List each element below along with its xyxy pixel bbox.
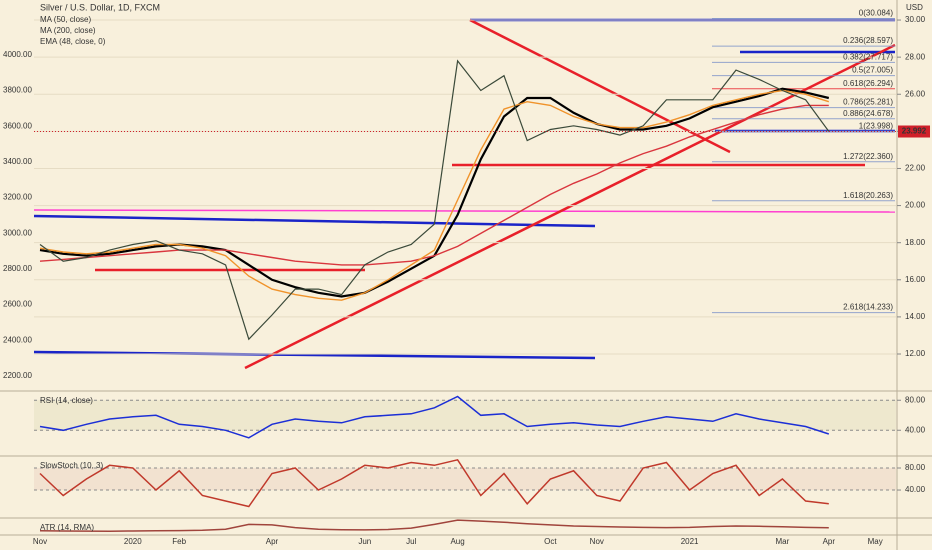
x-tick-label: 2021 xyxy=(681,537,699,546)
y-tick-label: 16.00 xyxy=(905,275,926,284)
price-line xyxy=(39,519,829,532)
fib-label: 0.5(27.005) xyxy=(852,66,893,75)
fib-label: 1(23.998) xyxy=(859,122,894,131)
trend-line xyxy=(33,214,596,228)
legend-entry: MA (50, close) xyxy=(40,15,91,24)
y2-tick-label: 3800.00 xyxy=(3,86,32,95)
fib-label: 0.382(27.717) xyxy=(843,53,893,62)
fib-label: 1.272(22.360) xyxy=(843,152,893,161)
fib-label: 0.236(28.597) xyxy=(843,36,893,45)
y2-tick-label: 3400.00 xyxy=(3,157,32,166)
x-tick-label: Nov xyxy=(590,537,604,546)
y2-tick-label: 2800.00 xyxy=(3,264,32,273)
price-line xyxy=(39,395,830,439)
fib-label: 2.618(14.233) xyxy=(843,303,893,312)
y2-tick-label: 3600.00 xyxy=(3,121,32,130)
fib-label: 0.886(24.678) xyxy=(843,109,893,118)
price-tag-label: 23.992 xyxy=(902,127,927,136)
x-tick-label: Feb xyxy=(172,537,186,546)
y-tick-label: 40.00 xyxy=(905,425,926,434)
x-tick-label: Nov xyxy=(33,537,47,546)
panel-title: RSI (14, close) xyxy=(40,396,93,405)
y-tick-label: 40.00 xyxy=(905,485,926,494)
y2-tick-label: 3000.00 xyxy=(3,228,32,237)
fib-label: 0.618(26.294) xyxy=(843,79,893,88)
y-tick-label: 22.00 xyxy=(905,164,926,173)
unit-label: USD xyxy=(906,3,923,12)
fib-label: 1.618(20.263) xyxy=(843,191,893,200)
x-tick-label: Apr xyxy=(823,537,836,546)
y-tick-label: 30.00 xyxy=(905,15,926,24)
panel-title: ATR (14, RMA) xyxy=(40,523,94,532)
y-tick-label: 26.00 xyxy=(905,89,926,98)
y2-tick-label: 2600.00 xyxy=(3,300,32,309)
y2-tick-label: 4000.00 xyxy=(3,50,32,59)
legend-entry: MA (200, close) xyxy=(40,26,96,35)
h-line xyxy=(33,209,896,213)
y-tick-label: 14.00 xyxy=(905,312,926,321)
y-tick-label: 80.00 xyxy=(905,463,926,472)
y2-tick-label: 2200.00 xyxy=(3,371,32,380)
y2-tick-label: 3200.00 xyxy=(3,193,32,202)
x-tick-label: Jun xyxy=(358,537,371,546)
trend-line xyxy=(244,43,896,370)
series-line xyxy=(39,104,829,266)
x-tick-label: May xyxy=(868,537,883,546)
x-tick-label: Apr xyxy=(266,537,279,546)
legend-entry: EMA (48, close, 0) xyxy=(40,37,106,46)
y-tick-label: 28.00 xyxy=(905,52,926,61)
fib-label: 0.786(25.281) xyxy=(843,98,893,107)
fib-label: 0(30.084) xyxy=(859,9,894,18)
y-tick-label: 18.00 xyxy=(905,238,926,247)
x-tick-label: Jul xyxy=(406,537,416,546)
band xyxy=(34,468,896,491)
x-tick-label: Aug xyxy=(450,537,464,546)
trend-line xyxy=(33,350,596,360)
price-tag xyxy=(898,125,930,138)
trend-line xyxy=(469,18,731,154)
chart-title: Silver / U.S. Dollar, 1D, FXCM xyxy=(40,2,160,12)
panel-title: SlowStoch (10, 3) xyxy=(40,461,103,470)
price-line xyxy=(39,59,830,341)
series-line xyxy=(39,89,830,301)
y2-tick-label: 2400.00 xyxy=(3,335,32,344)
band xyxy=(34,400,896,431)
y-tick-label: 80.00 xyxy=(905,395,926,404)
x-tick-label: 2020 xyxy=(124,537,142,546)
x-tick-label: Oct xyxy=(544,537,557,546)
price-line xyxy=(39,458,829,508)
y-tick-label: 20.00 xyxy=(905,201,926,210)
y-tick-label: 12.00 xyxy=(905,349,926,358)
x-tick-label: Mar xyxy=(776,537,790,546)
